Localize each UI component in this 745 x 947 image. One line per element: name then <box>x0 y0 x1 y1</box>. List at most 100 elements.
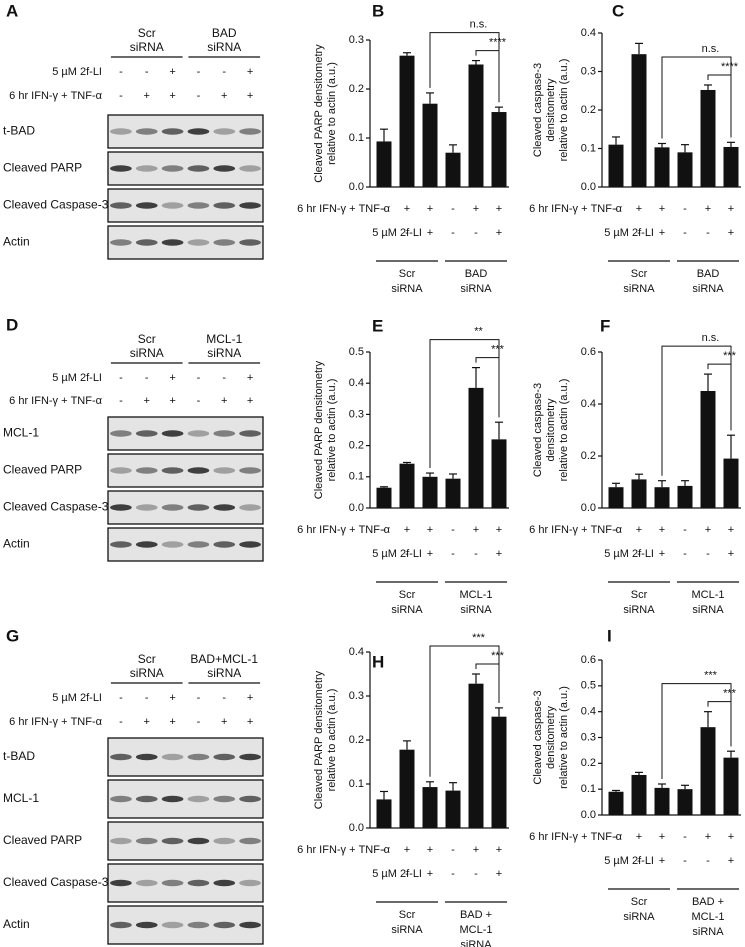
condition-sign: + <box>427 524 433 536</box>
condition-sign: + <box>169 395 175 407</box>
significance-label: *** <box>491 650 505 662</box>
group-label: siRNA <box>130 346 164 360</box>
blot-band <box>161 879 184 887</box>
y-axis-label: Cleaved caspase-3 <box>532 63 544 157</box>
blot-box <box>107 490 264 525</box>
bar <box>677 485 693 508</box>
condition-sign: - <box>451 203 455 215</box>
panel-letter: B <box>372 1 384 20</box>
blot-band <box>239 504 261 511</box>
condition-sign: + <box>496 227 502 239</box>
blot-row-label: Cleaved PARP <box>3 463 82 477</box>
y-tick-label: 0.5 <box>349 346 364 358</box>
condition-sign: + <box>221 90 227 102</box>
bar <box>654 787 670 815</box>
blot-box <box>107 114 264 149</box>
group-label: siRNA <box>623 283 655 295</box>
condition-sign: + <box>169 716 175 728</box>
condition-sign: + <box>144 716 150 728</box>
group-label: BAD + <box>460 909 492 921</box>
condition-label: 6 hr IFN-γ + TNF-α <box>297 203 390 215</box>
blot-band <box>239 467 261 474</box>
bar <box>399 55 415 188</box>
blot-band <box>135 921 158 929</box>
bar <box>608 144 624 187</box>
bar <box>422 476 438 508</box>
blot-row-label: Cleaved PARP <box>3 161 82 175</box>
condition-sign: + <box>247 692 253 704</box>
group-label: MCL-1 <box>459 924 492 936</box>
blot-band <box>161 921 184 929</box>
condition-label: 5 µM 2f-LI <box>372 227 422 239</box>
condition-sign: + <box>496 868 502 880</box>
significance-label: n.s. <box>702 332 720 344</box>
blot-band <box>110 430 132 437</box>
group-label: siRNA <box>207 666 241 680</box>
bar <box>723 458 739 508</box>
condition-sign: + <box>221 395 227 407</box>
condition-label: 6 hr IFN-γ + TNF-α <box>9 90 102 102</box>
y-tick-label: 0.2 <box>581 450 596 462</box>
significance-label: *** <box>491 344 505 356</box>
condition-sign: - <box>382 203 386 215</box>
blot-band <box>239 165 261 172</box>
condition-label: 6 hr IFN-γ + TNF-α <box>9 716 102 728</box>
blot-band <box>187 165 210 172</box>
condition-sign: - <box>614 203 618 215</box>
blot-band <box>161 202 184 209</box>
y-axis-label: relative to actin (a.u.) <box>326 379 338 482</box>
condition-sign: + <box>427 227 433 239</box>
condition-sign: - <box>119 372 123 384</box>
blot-band <box>213 504 236 511</box>
blot-band <box>135 879 158 887</box>
blot-band <box>213 879 236 887</box>
y-axis-label: Cleaved PARP densitometry <box>313 670 325 809</box>
blot-band <box>135 837 158 845</box>
blot-band <box>187 430 210 437</box>
blot-band <box>187 837 210 845</box>
blot-band <box>110 239 132 246</box>
blot-box <box>107 225 264 260</box>
bar <box>445 478 461 508</box>
condition-sign: + <box>728 855 734 867</box>
condition-sign: + <box>705 831 711 843</box>
y-tick-label: 0.4 <box>349 377 364 389</box>
condition-sign: - <box>451 868 455 880</box>
blot-row-label: Cleaved Caspase-3 <box>3 875 109 889</box>
condition-sign: - <box>405 227 409 239</box>
y-axis-label: densitometry <box>545 706 557 769</box>
y-tick-label: 0.5 <box>581 680 596 692</box>
blot-band <box>161 837 184 845</box>
condition-sign: + <box>728 524 734 536</box>
condition-sign: - <box>222 66 226 78</box>
condition-label: 6 hr IFN-γ + TNF-α <box>529 831 622 843</box>
condition-label: 5 µM 2f-LI <box>604 548 654 560</box>
condition-sign: + <box>659 548 665 560</box>
blot-band <box>239 837 261 845</box>
bar <box>700 89 716 187</box>
significance-label: **** <box>721 61 739 73</box>
blot-row-label: Cleaved Caspase-3 <box>3 198 109 212</box>
condition-label: 5 µM 2f-LI <box>52 66 102 78</box>
y-tick-label: 0.1 <box>581 783 596 795</box>
blot-band <box>110 753 132 761</box>
condition-sign: + <box>659 855 665 867</box>
condition-sign: - <box>706 548 710 560</box>
condition-sign: - <box>119 716 123 728</box>
y-tick-label: 0.0 <box>581 502 596 514</box>
y-axis-label: Cleaved PARP densitometry <box>313 44 325 183</box>
condition-sign: - <box>637 227 641 239</box>
blot-band <box>110 504 132 511</box>
condition-sign: + <box>705 203 711 215</box>
bar <box>399 749 415 828</box>
condition-sign: - <box>119 692 123 704</box>
blot-band <box>110 467 132 474</box>
condition-sign: + <box>247 716 253 728</box>
blot-band <box>161 165 184 172</box>
y-tick-label: 0.2 <box>349 440 364 452</box>
panel-letter: I <box>607 626 612 645</box>
blot-row-label: Actin <box>3 917 30 931</box>
condition-label: 6 hr IFN-γ + TNF-α <box>297 844 390 856</box>
blot-band <box>239 753 261 761</box>
y-tick-label: 0.2 <box>349 734 364 746</box>
